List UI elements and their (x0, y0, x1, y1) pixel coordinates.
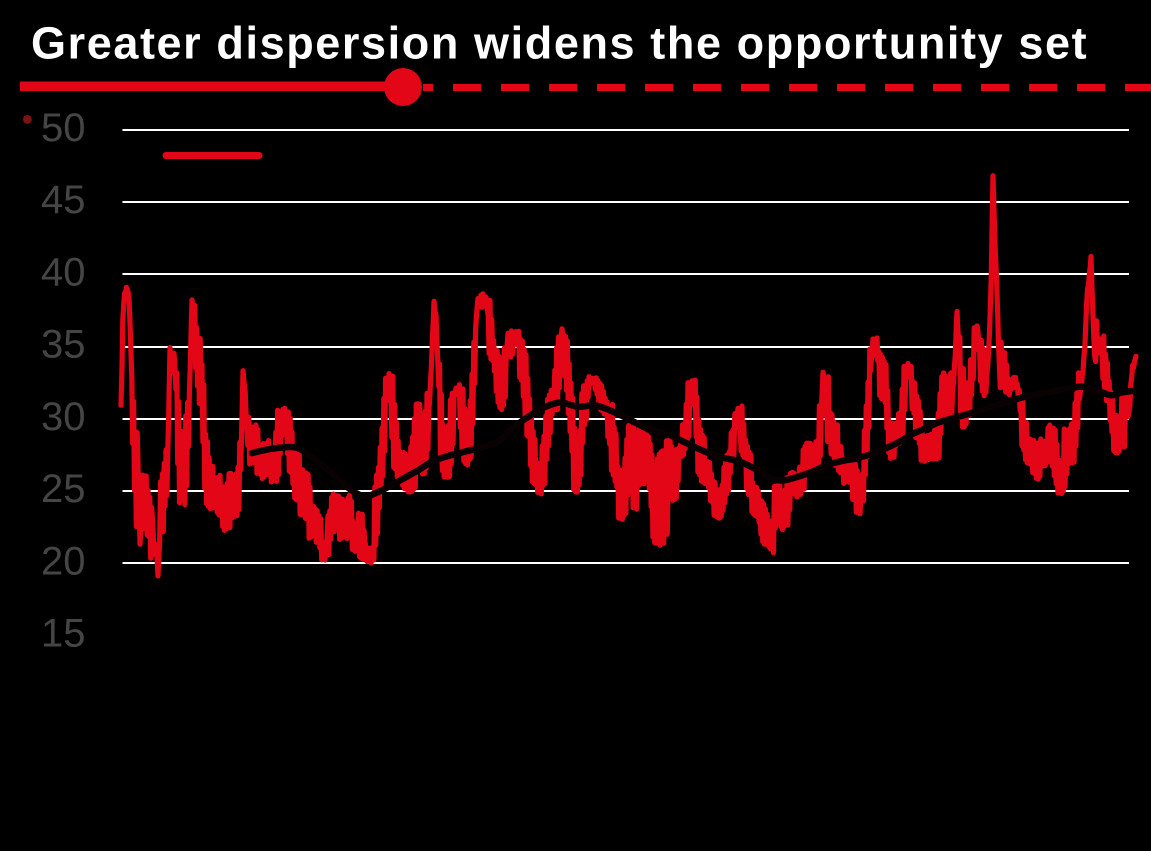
svg-text:Greater dispersion widens the: Greater dispersion widens the opportunit… (31, 18, 1088, 69)
svg-text:45: 45 (41, 178, 86, 222)
svg-text:40: 40 (41, 250, 86, 294)
svg-text:35: 35 (41, 323, 86, 367)
svg-text:15: 15 (41, 612, 86, 656)
svg-text:50: 50 (41, 106, 86, 150)
svg-text:25: 25 (41, 467, 86, 511)
svg-text:30: 30 (41, 395, 86, 439)
svg-text:20: 20 (41, 539, 86, 583)
